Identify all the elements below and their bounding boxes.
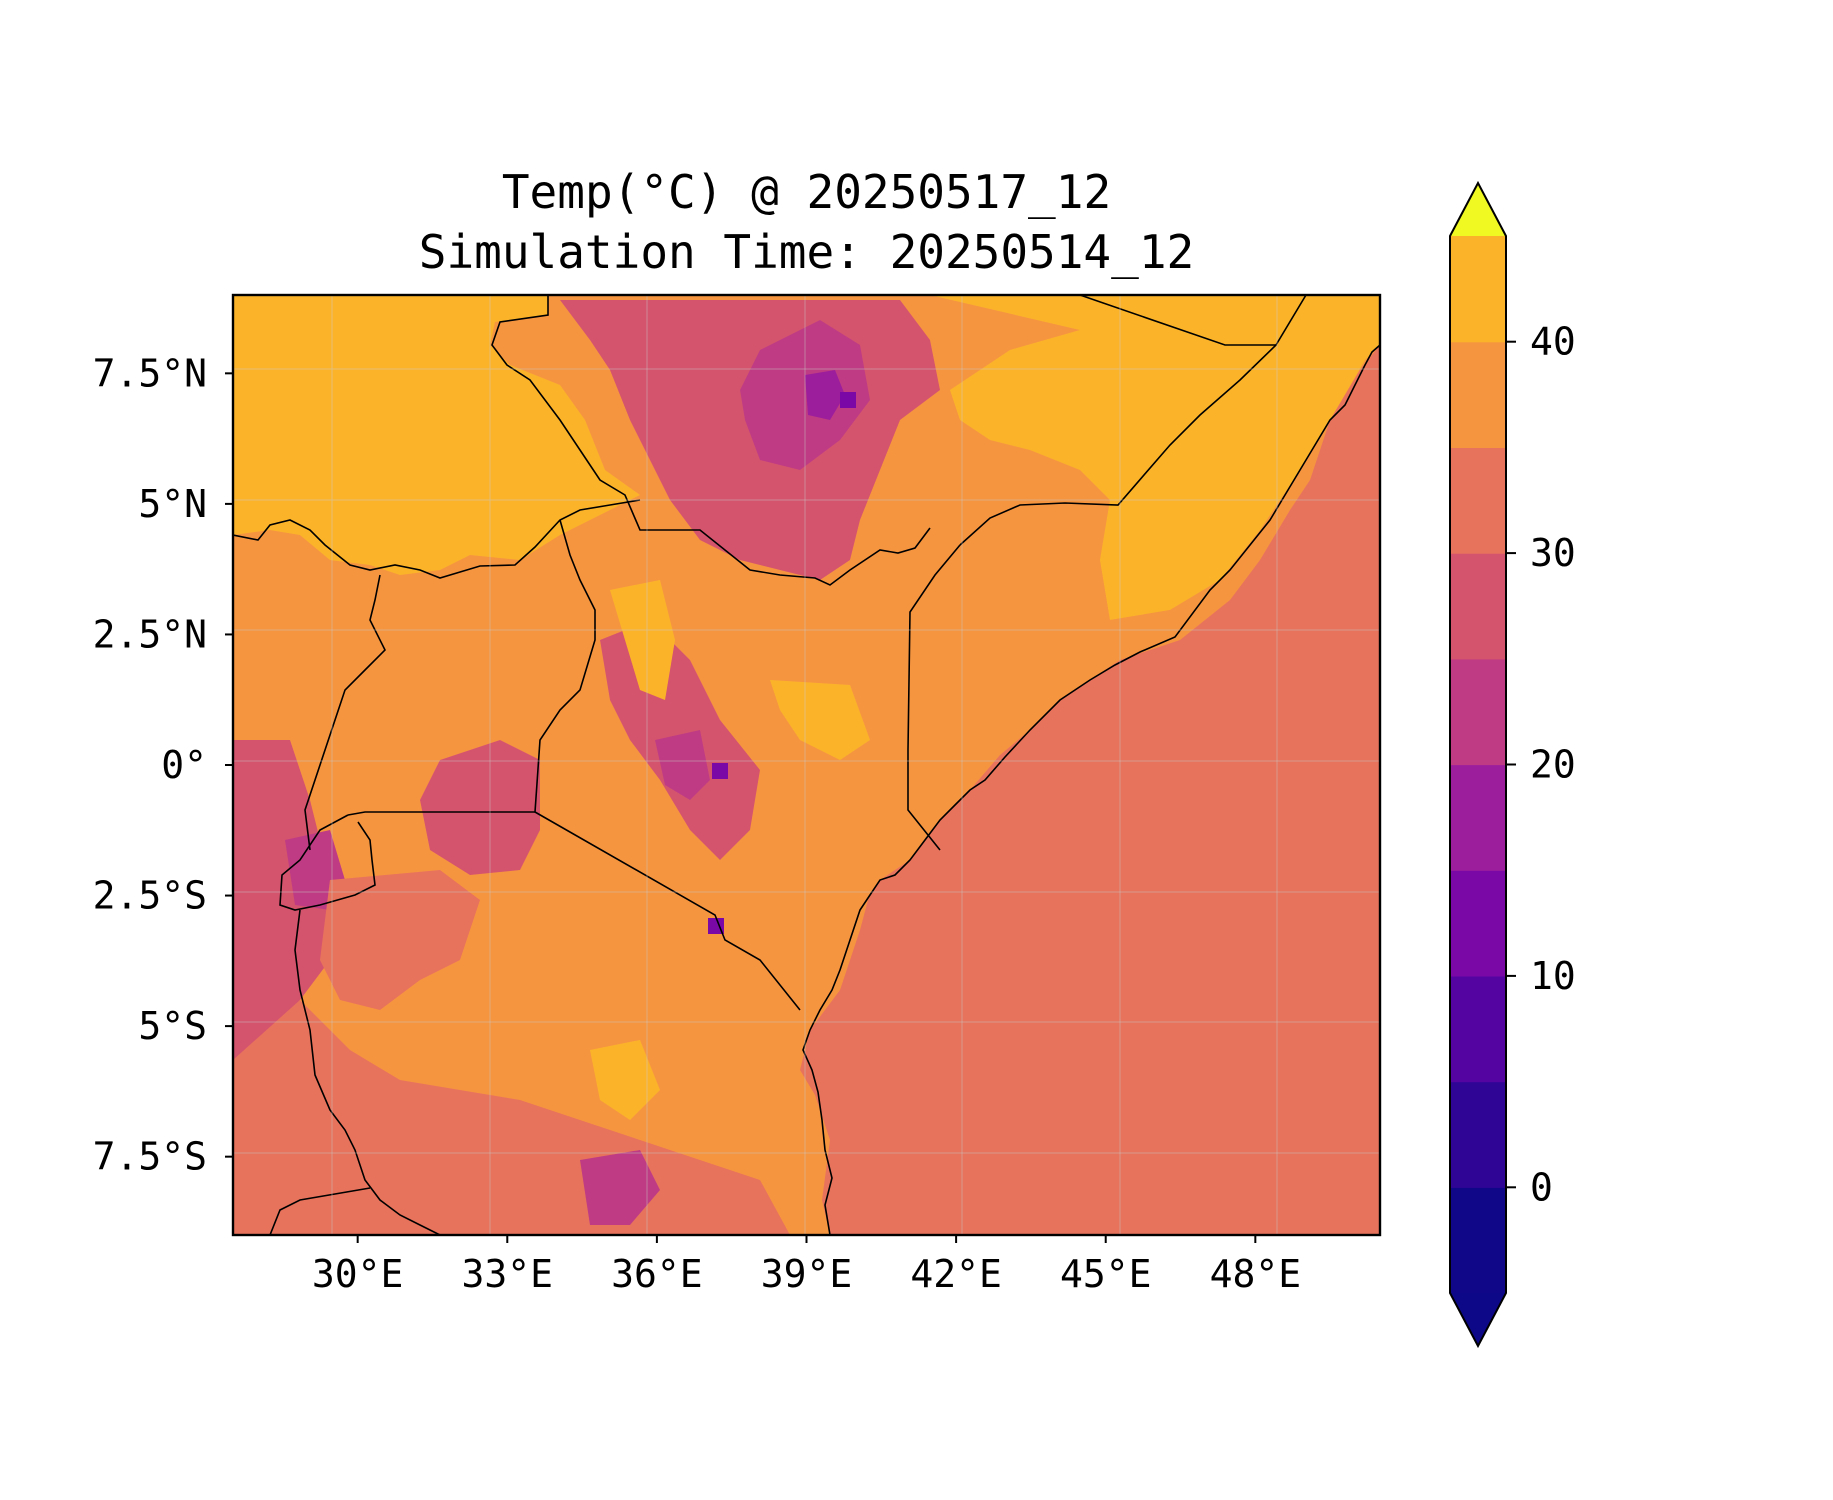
colorbar-segment — [1450, 447, 1506, 554]
y-tick-label: 7.5°S — [93, 1135, 207, 1179]
colorbar-outline — [1449, 180, 1507, 1349]
colorbar-extend-over — [1450, 183, 1506, 236]
x-tick-label: 39°E — [761, 1252, 853, 1296]
colorbar-segment — [1450, 870, 1506, 977]
x-tick-label: 45°E — [1060, 1252, 1152, 1296]
y-tick-label: 0° — [161, 743, 207, 787]
x-tick-label: 48°E — [1210, 1252, 1302, 1296]
x-tick-label: 30°E — [312, 1252, 404, 1296]
field-ethiopia-cold-spot — [840, 392, 856, 408]
field-turkana-hot — [610, 580, 675, 700]
y-tick-label: 2.5°S — [93, 874, 207, 918]
colorbar-segment — [1450, 341, 1506, 448]
x-tick-label: 42°E — [910, 1252, 1002, 1296]
colorbar-tick-label: 20 — [1530, 743, 1576, 787]
field-kilimanjaro — [708, 918, 724, 934]
field-lake-victoria — [420, 740, 540, 875]
colorbar-segment — [1450, 764, 1506, 871]
colorbar-segment — [1450, 1081, 1506, 1188]
border-somaliland — [1079, 295, 1276, 346]
border-uganda-kenya — [534, 519, 801, 1011]
field-kenya-cool — [655, 730, 710, 800]
border-zambia — [269, 1187, 371, 1235]
colorbar-segment — [1450, 1187, 1506, 1294]
field-horn-warm — [1110, 550, 1250, 660]
map-subtitle: Simulation Time: 20250514_12 — [418, 225, 1195, 279]
field-sudan-hot — [233, 295, 640, 575]
field-ethiopia-coolest — [805, 370, 845, 420]
colorbar-segment — [1450, 236, 1506, 343]
colorbar-segment — [1450, 975, 1506, 1083]
x-axis: 30°E 33°E 36°E 39°E 42°E 45°E 48°E — [312, 1235, 1301, 1296]
colorbar-tick-label: 10 — [1530, 954, 1576, 998]
colorbar-segment — [1450, 553, 1506, 660]
border-sudan-ethiopia — [491, 295, 931, 586]
y-tick-label: 5°N — [138, 482, 207, 526]
colorbar: 0 10 20 30 40 — [1449, 180, 1576, 1349]
y-tick-label: 7.5°N — [93, 351, 207, 395]
field-horn-hot — [930, 295, 1380, 620]
field-tanzania-west — [320, 870, 480, 1010]
x-tick-label: 36°E — [611, 1252, 703, 1296]
border-rwanda-burundi — [279, 814, 376, 911]
border-ethiopia-somalia — [959, 295, 1307, 546]
colorbar-extend-under — [1450, 1293, 1506, 1346]
coastline — [802, 344, 1380, 1235]
border-uganda-drc — [304, 574, 386, 851]
border-tanzania-west — [294, 909, 441, 1235]
ocean — [800, 345, 1380, 1235]
gridlines — [233, 295, 1380, 1235]
y-tick-label: 2.5°N — [93, 612, 207, 656]
border-tanzania-north — [347, 811, 535, 816]
borders — [233, 295, 1380, 1235]
colorbar-tick-label: 30 — [1530, 531, 1576, 575]
field-ethiopia-cool — [740, 320, 870, 470]
colorbar-tick-label: 40 — [1530, 320, 1576, 364]
map-area[interactable] — [233, 295, 1380, 1235]
colorbar-tick-label: 0 — [1530, 1165, 1553, 1209]
border-south-sudan — [233, 499, 641, 579]
x-tick-label: 33°E — [462, 1252, 554, 1296]
field-tanzania-hot — [590, 1040, 660, 1120]
border-kenya-somalia — [907, 544, 961, 851]
y-axis: 7.5°N 5°N 2.5°N 0° 2.5°S 5°S 7.5°S — [93, 351, 233, 1179]
field-kenya-hot — [770, 680, 870, 760]
map-title: Temp(°C) @ 20250517_12 — [501, 165, 1112, 219]
y-tick-label: 5°S — [138, 1004, 207, 1048]
colorbar-segment — [1450, 658, 1506, 766]
field-southern-highlands — [580, 1150, 660, 1225]
field-mt-kenya — [712, 763, 728, 779]
